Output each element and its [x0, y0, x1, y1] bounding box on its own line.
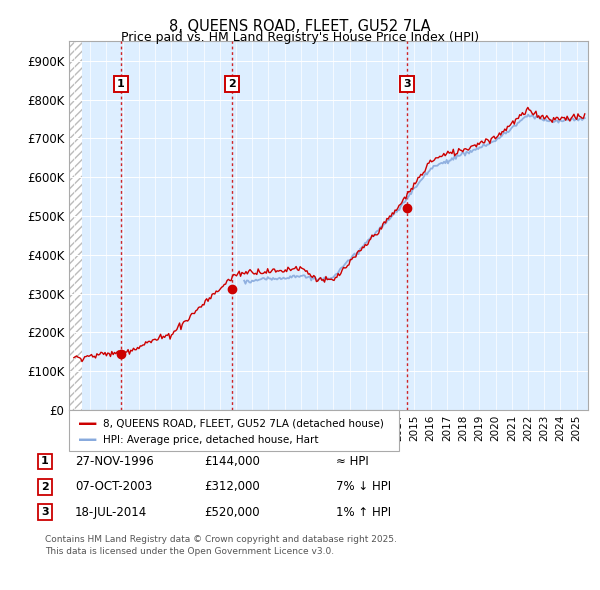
Text: 8, QUEENS ROAD, FLEET, GU52 7LA (detached house): 8, QUEENS ROAD, FLEET, GU52 7LA (detache…	[103, 418, 384, 428]
Text: 18-JUL-2014: 18-JUL-2014	[75, 506, 147, 519]
Text: 1% ↑ HPI: 1% ↑ HPI	[336, 506, 391, 519]
Text: 27-NOV-1996: 27-NOV-1996	[75, 455, 154, 468]
Text: 2: 2	[229, 79, 236, 89]
Text: 07-OCT-2003: 07-OCT-2003	[75, 480, 152, 493]
Text: 3: 3	[403, 79, 411, 89]
Text: 1: 1	[117, 79, 125, 89]
Text: £520,000: £520,000	[204, 506, 260, 519]
Text: 3: 3	[41, 507, 49, 517]
Text: Price paid vs. HM Land Registry's House Price Index (HPI): Price paid vs. HM Land Registry's House …	[121, 31, 479, 44]
Text: 1: 1	[41, 457, 49, 466]
Text: 7% ↓ HPI: 7% ↓ HPI	[336, 480, 391, 493]
Text: —: —	[78, 414, 97, 432]
Text: 8, QUEENS ROAD, FLEET, GU52 7LA (detached house): 8, QUEENS ROAD, FLEET, GU52 7LA (detache…	[103, 418, 384, 428]
Text: £312,000: £312,000	[204, 480, 260, 493]
Text: This data is licensed under the Open Government Licence v3.0.: This data is licensed under the Open Gov…	[45, 547, 334, 556]
Text: 8, QUEENS ROAD, FLEET, GU52 7LA: 8, QUEENS ROAD, FLEET, GU52 7LA	[169, 19, 431, 34]
Text: HPI: Average price, detached house, Hart: HPI: Average price, detached house, Hart	[103, 435, 319, 444]
Text: —: —	[78, 414, 97, 432]
Text: ≈ HPI: ≈ HPI	[336, 455, 369, 468]
Text: —: —	[78, 430, 97, 449]
Text: 2: 2	[41, 482, 49, 491]
Text: £144,000: £144,000	[204, 455, 260, 468]
Text: —: —	[78, 430, 97, 449]
Text: Contains HM Land Registry data © Crown copyright and database right 2025.: Contains HM Land Registry data © Crown c…	[45, 535, 397, 545]
Text: HPI: Average price, detached house, Hart: HPI: Average price, detached house, Hart	[103, 435, 319, 444]
